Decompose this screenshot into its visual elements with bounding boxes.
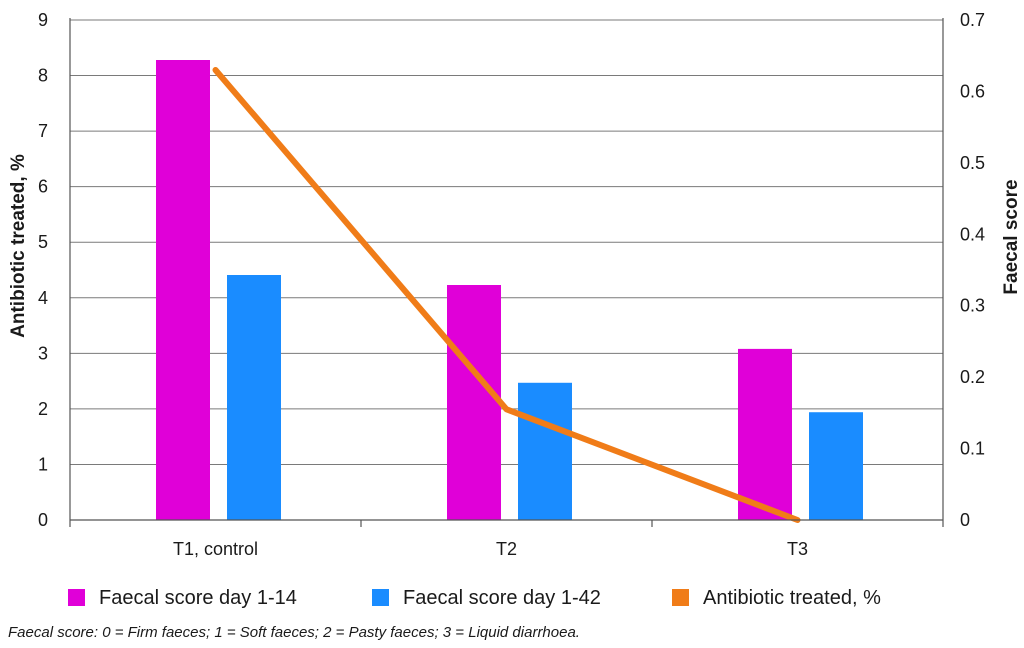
category-label: T2 bbox=[496, 539, 517, 559]
legend-item: Antibiotic treated, % bbox=[672, 587, 881, 609]
left-tick-label: 1 bbox=[38, 454, 48, 474]
legend-label: Faecal score day 1-14 bbox=[99, 587, 297, 609]
bar bbox=[227, 275, 281, 520]
category-label: T1, control bbox=[173, 539, 258, 559]
series-line bbox=[212, 67, 801, 523]
legend-label: Antibiotic treated, % bbox=[703, 587, 881, 609]
legend-swatch bbox=[372, 589, 389, 606]
antibiotic-line bbox=[212, 67, 801, 523]
bar bbox=[738, 348, 792, 520]
left-axis-title: Antibiotic treated, % bbox=[8, 154, 29, 338]
legend-swatch bbox=[68, 589, 85, 606]
right-tick-label: 0.7 bbox=[960, 10, 985, 30]
legend-item: Faecal score day 1-14 bbox=[68, 587, 297, 609]
left-tick-label: 3 bbox=[38, 343, 48, 363]
right-axis-ticks: 0 0.1 0.2 0.3 0.4 0.5 0.6 0.7 bbox=[960, 10, 985, 530]
left-tick-label: 4 bbox=[38, 288, 48, 308]
gridlines bbox=[70, 19, 943, 465]
right-axis-title: Faecal score bbox=[1001, 179, 1022, 294]
legend-label: Faecal score day 1-42 bbox=[403, 587, 601, 609]
left-tick-label: 2 bbox=[38, 399, 48, 419]
left-tick-label: 0 bbox=[38, 510, 48, 530]
right-tick-label: 0.3 bbox=[960, 296, 985, 316]
axes bbox=[69, 18, 944, 527]
bar bbox=[156, 60, 210, 520]
left-tick-label: 8 bbox=[38, 66, 48, 86]
right-tick-label: 0.1 bbox=[960, 439, 985, 459]
legend-item: Faecal score day 1-42 bbox=[372, 587, 601, 609]
left-tick-label: 5 bbox=[38, 232, 48, 252]
legend-swatch bbox=[672, 589, 689, 606]
left-tick-label: 6 bbox=[38, 177, 48, 197]
right-tick-label: 0.4 bbox=[960, 224, 985, 244]
bar bbox=[518, 382, 572, 520]
right-tick-label: 0.5 bbox=[960, 153, 985, 173]
footnote: Faecal score: 0 = Firm faeces; 1 = Soft … bbox=[8, 624, 580, 641]
right-tick-label: 0.2 bbox=[960, 367, 985, 387]
category-labels: T1, control T2 T3 bbox=[173, 539, 808, 559]
left-axis-ticks: 0 1 2 3 4 5 6 7 8 9 bbox=[38, 10, 48, 530]
bar bbox=[809, 412, 863, 520]
left-tick-label: 9 bbox=[38, 10, 48, 30]
bar bbox=[447, 285, 501, 520]
right-tick-label: 0 bbox=[960, 510, 970, 530]
combo-chart: 0 1 2 3 4 5 6 7 8 9 0 0.1 0.2 0.3 0.4 0.5 0.6 0.7 T1, co… bbox=[8, 10, 1022, 609]
right-tick-label: 0.6 bbox=[960, 81, 985, 101]
legend: Faecal score day 1-14 Faecal score day 1-… bbox=[68, 587, 881, 609]
bars bbox=[156, 60, 863, 520]
left-tick-label: 7 bbox=[38, 121, 48, 141]
category-label: T3 bbox=[787, 539, 808, 559]
